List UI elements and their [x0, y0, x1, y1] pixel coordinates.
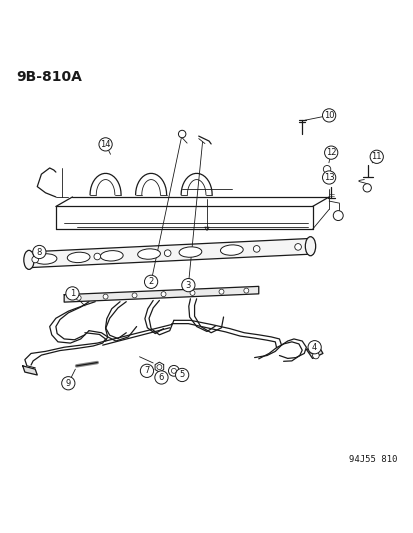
Polygon shape	[27, 238, 312, 268]
Text: 2: 2	[148, 277, 153, 286]
Ellipse shape	[179, 247, 201, 257]
Circle shape	[32, 256, 38, 263]
Circle shape	[369, 150, 382, 164]
Text: 13: 13	[323, 173, 334, 182]
Text: 10: 10	[323, 111, 334, 120]
Ellipse shape	[138, 249, 160, 259]
Circle shape	[154, 371, 168, 384]
Circle shape	[324, 146, 337, 159]
Circle shape	[144, 275, 157, 288]
Text: 5: 5	[179, 370, 184, 379]
Circle shape	[132, 293, 137, 298]
Circle shape	[323, 165, 330, 173]
Ellipse shape	[24, 251, 34, 269]
Polygon shape	[64, 286, 258, 302]
Circle shape	[99, 138, 112, 151]
Text: 12: 12	[325, 148, 336, 157]
Text: 4: 4	[311, 343, 316, 352]
Polygon shape	[306, 346, 322, 358]
Circle shape	[76, 295, 81, 300]
Polygon shape	[155, 362, 163, 372]
Circle shape	[253, 246, 259, 252]
Circle shape	[94, 253, 100, 260]
Circle shape	[161, 292, 166, 297]
Circle shape	[140, 364, 153, 377]
Text: 8: 8	[37, 247, 42, 256]
Text: 11: 11	[370, 152, 381, 161]
Text: 94J55 810: 94J55 810	[348, 455, 396, 464]
Text: 3: 3	[185, 281, 190, 289]
Circle shape	[171, 368, 176, 373]
Text: 1: 1	[70, 289, 75, 298]
Circle shape	[322, 109, 335, 122]
Ellipse shape	[304, 237, 315, 256]
Circle shape	[181, 279, 195, 292]
Circle shape	[218, 289, 223, 294]
Ellipse shape	[220, 245, 242, 255]
Ellipse shape	[67, 252, 90, 263]
Circle shape	[62, 377, 75, 390]
Circle shape	[243, 288, 248, 293]
Circle shape	[362, 184, 370, 192]
Circle shape	[307, 341, 320, 354]
Text: 9: 9	[66, 379, 71, 387]
Text: 9B-810A: 9B-810A	[17, 70, 82, 84]
Text: 7: 7	[144, 366, 149, 375]
Circle shape	[190, 290, 195, 295]
Circle shape	[103, 294, 108, 299]
Text: 14: 14	[100, 140, 111, 149]
Polygon shape	[23, 366, 37, 375]
Circle shape	[294, 244, 301, 250]
Circle shape	[178, 130, 185, 138]
Circle shape	[164, 250, 171, 256]
Circle shape	[33, 245, 46, 259]
Circle shape	[322, 171, 335, 184]
Circle shape	[168, 366, 179, 376]
Circle shape	[157, 365, 161, 369]
Circle shape	[175, 368, 188, 382]
Circle shape	[312, 352, 318, 359]
Ellipse shape	[34, 254, 57, 264]
Ellipse shape	[100, 251, 123, 261]
Circle shape	[332, 211, 342, 221]
Text: 6: 6	[159, 373, 164, 382]
Circle shape	[308, 347, 315, 353]
Circle shape	[66, 287, 79, 300]
